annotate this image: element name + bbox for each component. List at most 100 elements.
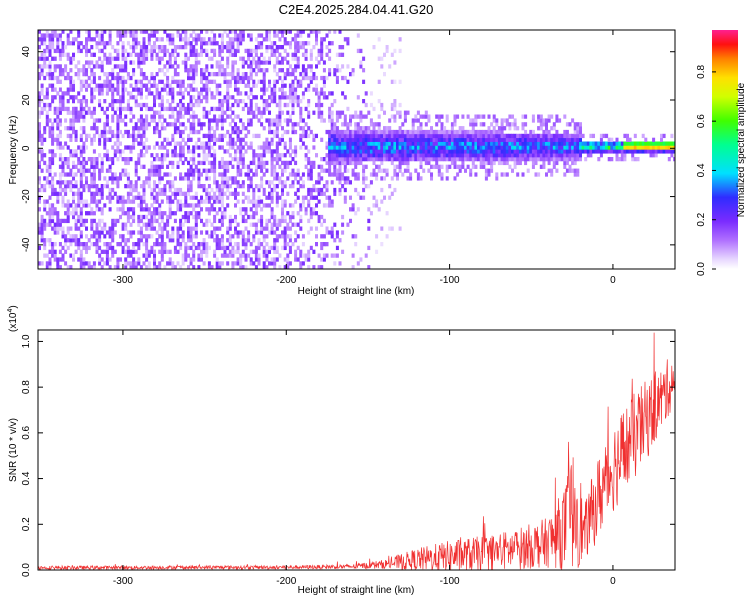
heatmap-cell: [484, 129, 488, 135]
heatmap-cell: [461, 126, 465, 131]
heatmap-cell: [414, 145, 418, 150]
heatmap-cell: [150, 195, 154, 200]
heatmap-cell: [82, 106, 86, 112]
heatmap-cell: [283, 145, 287, 150]
heatmap-cell: [213, 172, 217, 177]
heatmap-cell: [239, 265, 243, 269]
heatmap-cell: [197, 145, 201, 150]
heatmap-cell: [388, 118, 392, 123]
heatmap-cell: [555, 137, 559, 142]
heatmap-cell: [220, 72, 224, 77]
heatmap-cell: [573, 133, 577, 139]
heatmap-cell: [652, 145, 656, 150]
heatmap-cell: [558, 118, 562, 123]
heatmap-cell: [111, 157, 115, 162]
heatmap-cell: [359, 133, 363, 139]
heatmap-cell: [53, 222, 57, 227]
heatmap-cell: [317, 199, 321, 204]
heatmap-cell: [356, 191, 360, 196]
heatmap-cell: [390, 145, 394, 150]
heatmap-cell: [77, 110, 81, 115]
heatmap-cell: [333, 253, 337, 258]
heatmap-cell: [513, 126, 517, 131]
heatmap-cell: [482, 114, 486, 119]
heatmap-cell: [283, 141, 287, 146]
heatmap-cell: [260, 226, 264, 231]
heatmap-cell: [665, 145, 669, 150]
heatmap-cell: [529, 129, 533, 135]
heatmap-cell: [210, 106, 214, 112]
heatmap-cell: [247, 214, 251, 220]
heatmap-cell: [479, 122, 483, 127]
heatmap-cell: [145, 114, 149, 119]
heatmap-cell: [53, 207, 57, 212]
heatmap-cell: [192, 149, 196, 154]
heatmap-cell: [304, 75, 308, 81]
heatmap-cell: [396, 153, 400, 158]
heatmap-cell: [74, 137, 78, 142]
heatmap-cell: [200, 195, 204, 200]
heatmap-cell: [333, 153, 337, 158]
heatmap-cell: [139, 45, 143, 50]
heatmap-cell: [430, 141, 434, 146]
heatmap-cell: [218, 187, 222, 193]
heatmap-cell: [354, 242, 358, 247]
heatmap-cell: [537, 172, 541, 177]
heatmap-cell: [565, 153, 569, 158]
heatmap-cell: [322, 68, 326, 73]
heatmap-cell: [38, 99, 42, 104]
heatmap-cell: [328, 199, 332, 204]
heatmap-cell: [231, 75, 235, 81]
heatmap-cell: [495, 176, 499, 181]
heatmap-cell: [466, 114, 470, 119]
heatmap-cell: [153, 164, 157, 169]
heatmap-cell: [626, 145, 630, 150]
heatmap-cell: [66, 126, 70, 131]
heatmap-cell: [351, 149, 355, 154]
heatmap-cell: [184, 68, 188, 73]
heatmap-cell: [247, 33, 251, 38]
heatmap-cell: [296, 180, 300, 185]
colorbar-tick-label: 0.2: [696, 212, 707, 226]
heatmap-cell: [77, 114, 81, 119]
heatmap-cell: [516, 149, 520, 154]
heatmap-cell: [419, 122, 423, 127]
heatmap-cell: [268, 79, 272, 84]
heatmap-cell: [500, 141, 504, 146]
heatmap-cell: [72, 129, 76, 135]
heatmap-cell: [294, 64, 298, 69]
heatmap-cell: [521, 141, 525, 146]
heatmap-cell: [309, 160, 313, 166]
heatmap-cell: [325, 141, 329, 146]
heatmap-cell: [228, 153, 232, 158]
heatmap-cell: [210, 126, 214, 131]
heatmap-cell: [192, 234, 196, 239]
heatmap-cell: [364, 164, 368, 169]
heatmap-cell: [484, 157, 488, 162]
heatmap-cell: [273, 87, 277, 92]
heatmap-cell: [273, 68, 277, 73]
heatmap-cell: [66, 180, 70, 185]
heatmap-cell: [356, 149, 360, 154]
heatmap-cell: [403, 133, 407, 139]
heatmap-cell: [320, 168, 324, 173]
heatmap-cell: [40, 168, 44, 173]
heatmap-cell: [673, 145, 675, 150]
heatmap-cell: [207, 37, 211, 42]
heatmap-cell: [299, 226, 303, 231]
heatmap-cell: [48, 195, 52, 200]
heatmap-cell: [330, 157, 334, 162]
heatmap-cell: [43, 226, 47, 231]
heatmap-cell: [95, 118, 99, 123]
heatmap-cell: [77, 242, 81, 247]
heatmap-cell: [92, 72, 96, 77]
heatmap-cell: [244, 207, 248, 212]
heatmap-cell: [270, 257, 274, 262]
heatmap-cell: [187, 75, 191, 81]
heatmap-cell: [244, 195, 248, 200]
heatmap-cell: [615, 149, 619, 154]
heatmap-cell: [490, 137, 494, 142]
heatmap-cell: [116, 114, 120, 119]
heatmap-cell: [307, 253, 311, 258]
heatmap-cell: [296, 187, 300, 193]
